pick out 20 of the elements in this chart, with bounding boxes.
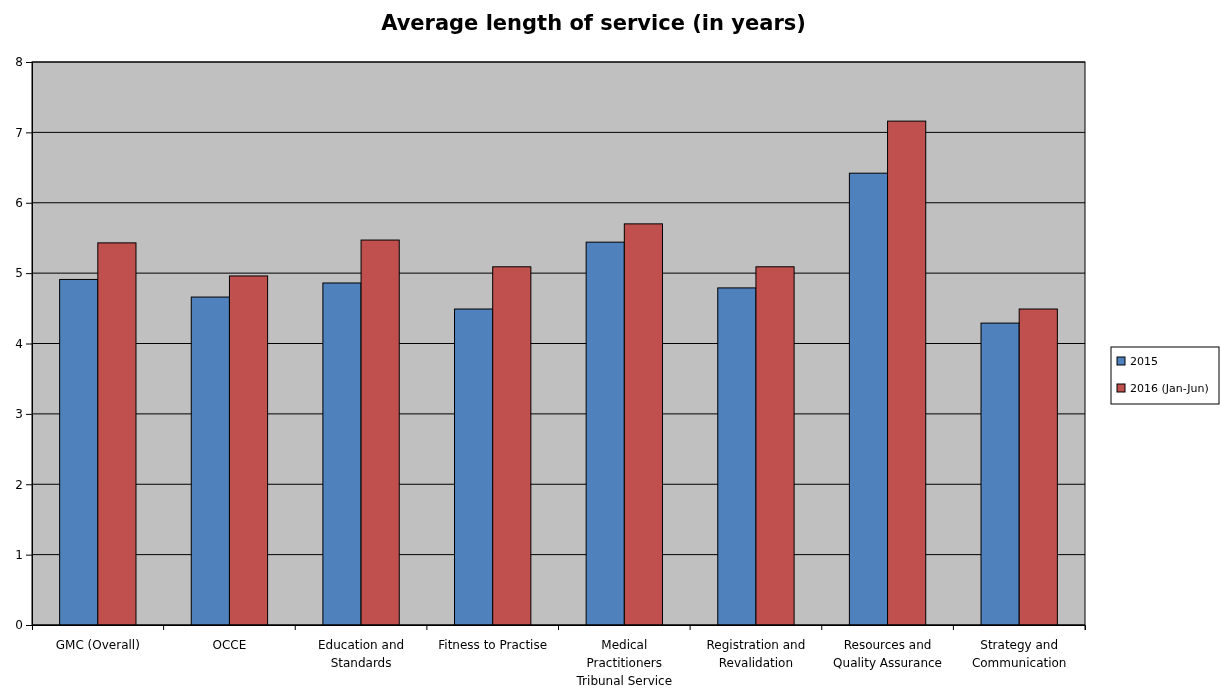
legend-label: 2015: [1130, 355, 1158, 368]
x-tick-label: Strategy and Communication: [971, 638, 1067, 670]
y-tick-label: 3: [15, 407, 23, 422]
x-tick-label: Resources and Quality Assurance: [833, 638, 943, 670]
y-tick-label: 7: [15, 125, 23, 140]
x-tick-label: OCCE: [212, 638, 247, 652]
y-tick-label: 1: [15, 547, 23, 562]
x-tick-label: Registration and Revalidation: [706, 638, 806, 670]
y-tick-label: 2: [15, 477, 23, 492]
x-tick-label: Medical Practitioners Tribunal Service: [575, 638, 673, 688]
x-tick-label: GMC (Overall): [55, 638, 140, 652]
y-tick-label: 6: [15, 196, 23, 211]
y-tick-label: 4: [15, 336, 23, 351]
chart-title: Average length of service (in years): [381, 11, 806, 35]
y-tick-label: 0: [15, 618, 23, 633]
x-tick-label: Fitness to Practise: [438, 638, 548, 652]
y-tick-label: 5: [15, 266, 23, 281]
legend-label: 2016 (Jan-Jun): [1130, 382, 1209, 395]
x-tick-label: Education and Standards: [317, 638, 405, 670]
y-tick-label: 8: [15, 55, 23, 70]
